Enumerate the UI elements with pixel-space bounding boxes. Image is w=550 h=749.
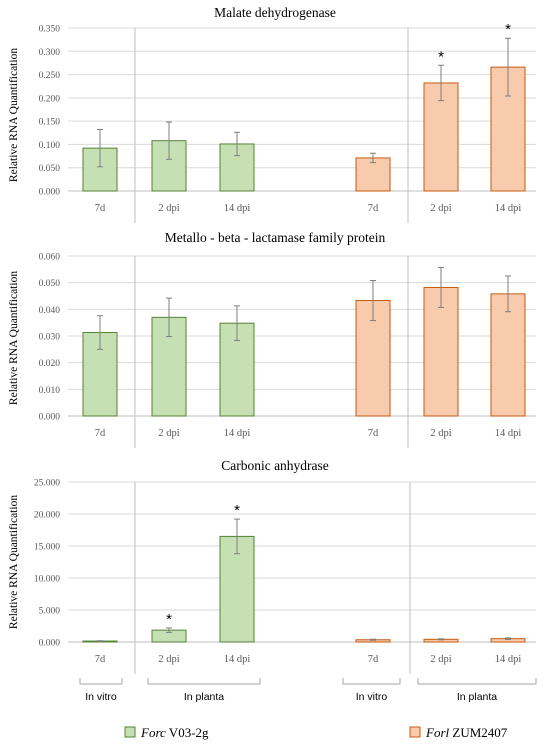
chart-title: Carbonic anhydrase	[221, 458, 329, 473]
x-tick-label: 14 dpi	[224, 654, 251, 665]
group-label: In vitro	[85, 691, 117, 703]
y-tick-label: 0.050	[39, 164, 61, 174]
x-tick-label: 2 dpi	[158, 654, 179, 665]
x-tick-label: 7d	[368, 654, 379, 665]
legend-italic: Forl	[425, 725, 450, 740]
x-tick-label: 2 dpi	[430, 428, 451, 439]
significance-marker: *	[438, 48, 444, 65]
legend-text: ZUM2407	[449, 725, 508, 740]
x-tick-label: 2 dpi	[430, 203, 451, 214]
x-tick-label: 14 dpi	[495, 428, 522, 439]
legend-swatch	[409, 726, 421, 738]
group-bracket	[147, 678, 261, 685]
y-tick-label: 0.300	[39, 48, 61, 58]
y-axis-label: Relative RNA Quantification	[8, 271, 20, 405]
bar	[219, 143, 255, 192]
significance-marker: *	[234, 502, 240, 519]
x-tick-label: 14 dpi	[224, 203, 251, 214]
chart-panel-2: 0.000 0.010 0.020 0.030 0.040 0.050 0.060 Metal…	[8, 230, 536, 448]
x-tick-label: 7d	[368, 428, 379, 439]
y-tick-label: 0.040	[39, 306, 61, 316]
x-tick-label: 2 dpi	[158, 203, 179, 214]
x-tick-label: 14 dpi	[224, 428, 251, 439]
x-tick-label: 7d	[95, 203, 106, 214]
y-tick-label: 0.010	[39, 386, 61, 396]
significance-marker: *	[505, 21, 511, 38]
x-tick-label: 14 dpi	[495, 654, 522, 665]
group-bracket	[79, 678, 123, 685]
bar	[490, 293, 526, 417]
chart-panel-3: 0.000 5.000 10.000 15.000 20.000 25.000 Carbon…	[8, 458, 536, 674]
y-tick-label: 0.000	[39, 188, 61, 198]
y-tick-label: 15.000	[34, 543, 60, 553]
y-tick-label: 25.000	[34, 479, 60, 489]
x-tick-label: 7d	[368, 203, 379, 214]
group-brackets: In vitro In planta In vitro In planta	[79, 678, 537, 703]
legend-text: V03-2g	[166, 725, 209, 740]
y-tick-label: 0.030	[39, 333, 61, 343]
bar	[151, 140, 187, 192]
legend-italic: Forc	[140, 725, 166, 740]
y-tick-label: 0.060	[39, 253, 61, 263]
chart-title: Metallo - beta - lactamase family protei…	[165, 230, 386, 245]
y-tick-label: 0.250	[39, 71, 61, 81]
x-tick-label: 2 dpi	[430, 654, 451, 665]
y-tick-label: 5.000	[39, 607, 61, 617]
group-label: In planta	[184, 691, 224, 703]
legend-swatch	[124, 726, 136, 738]
bar	[355, 157, 391, 192]
group-label: In vitro	[356, 691, 388, 703]
group-bracket	[417, 678, 537, 685]
y-tick-label: 0.200	[39, 94, 61, 104]
x-tick-label: 7d	[95, 654, 106, 665]
chart-panel-1: 0.000 0.050 0.100 0.150 0.200 0.250 0.300 0.350…	[8, 5, 536, 223]
legend-entry: Forl ZUM2407	[425, 725, 508, 740]
y-tick-label: 0.100	[39, 141, 61, 151]
group-bracket	[342, 678, 401, 685]
chart-title: Malate dehydrogenase	[214, 5, 336, 20]
y-tick-label: 20.000	[34, 511, 60, 521]
group-label: In planta	[457, 691, 497, 703]
x-tick-label: 7d	[95, 428, 106, 439]
y-tick-label: 0.020	[39, 359, 61, 369]
x-tick-label: 14 dpi	[495, 203, 522, 214]
legend: Forc V03-2g Forl ZUM2407	[124, 725, 508, 740]
y-tick-label: 0.050	[39, 279, 61, 289]
y-axis-label: Relative RNA Quantification	[8, 495, 20, 629]
y-tick-label: 0.000	[39, 639, 61, 649]
y-tick-label: 0.150	[39, 118, 61, 128]
y-tick-label: 0.350	[39, 25, 61, 35]
y-axis-label: Relative RNA Quantification	[8, 48, 20, 182]
significance-marker: *	[166, 611, 172, 628]
y-tick-label: 0.000	[39, 413, 61, 423]
bar	[423, 286, 459, 417]
legend-entry: Forc V03-2g	[140, 725, 209, 740]
x-tick-label: 2 dpi	[158, 428, 179, 439]
y-tick-label: 10.000	[34, 575, 60, 585]
